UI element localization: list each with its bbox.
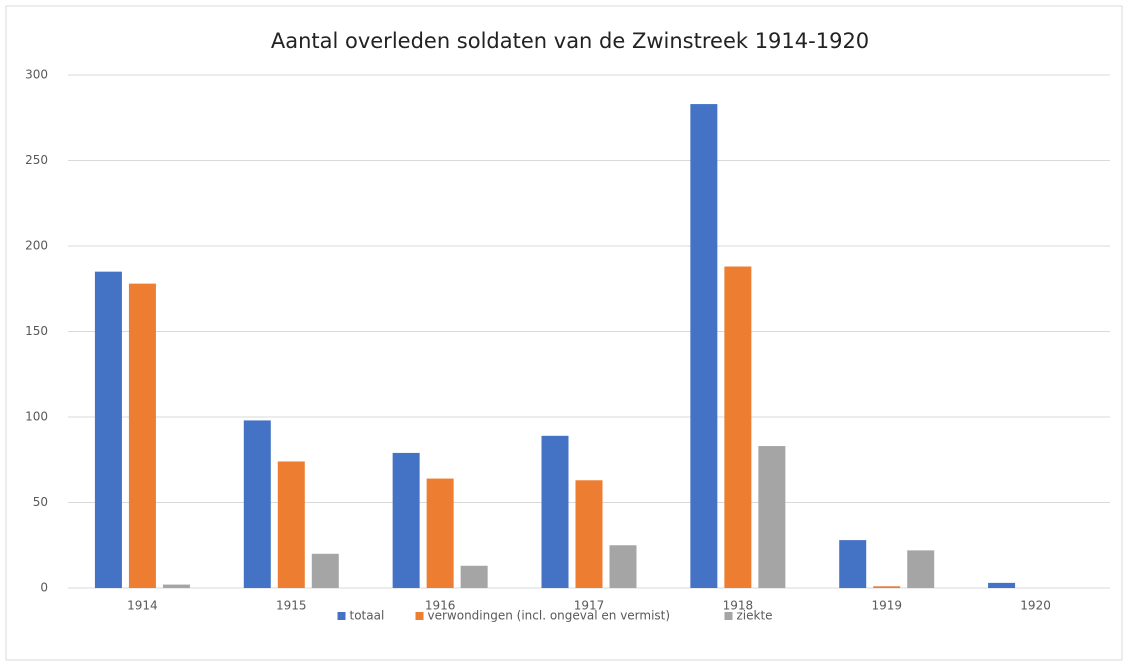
x-tick-label: 1918 xyxy=(723,599,754,613)
x-tick-label: 1914 xyxy=(127,599,158,613)
bar xyxy=(575,480,603,588)
bar xyxy=(988,582,1016,588)
legend-label: totaal xyxy=(350,609,385,623)
chart-title: Aantal overleden soldaten van de Zwinstr… xyxy=(271,29,869,53)
bar xyxy=(907,550,935,588)
bar xyxy=(724,266,752,588)
legend-label: ziekte xyxy=(737,609,773,623)
x-tick-label: 1919 xyxy=(871,599,902,613)
bar xyxy=(128,283,156,588)
y-tick-label: 200 xyxy=(25,239,48,253)
y-tick-label: 250 xyxy=(25,153,48,167)
bar xyxy=(162,584,190,588)
bar xyxy=(311,553,339,588)
x-tick-label: 1920 xyxy=(1020,599,1051,613)
bar xyxy=(541,435,569,588)
y-tick-label: 300 xyxy=(25,68,48,82)
bar xyxy=(873,586,901,588)
y-tick-label: 50 xyxy=(33,495,48,509)
bar xyxy=(392,452,420,588)
y-tick-label: 150 xyxy=(25,324,48,338)
x-tick-label: 1915 xyxy=(276,599,307,613)
y-tick-label: 100 xyxy=(25,410,48,424)
bar xyxy=(839,540,867,588)
legend-swatch xyxy=(415,612,424,620)
bar xyxy=(426,478,454,588)
legend-swatch xyxy=(724,612,733,620)
x-tick-label: 1916 xyxy=(425,599,456,613)
legend-label: verwondingen (incl. ongeval en vermist) xyxy=(428,609,671,623)
y-tick-label: 0 xyxy=(40,581,48,595)
bar xyxy=(243,420,271,588)
bar xyxy=(277,461,305,588)
bar xyxy=(690,104,718,588)
bar xyxy=(94,271,122,588)
legend-swatch xyxy=(337,612,346,620)
x-tick-label: 1917 xyxy=(574,599,605,613)
bar xyxy=(460,565,488,588)
bar xyxy=(758,446,786,588)
bar xyxy=(609,545,637,588)
